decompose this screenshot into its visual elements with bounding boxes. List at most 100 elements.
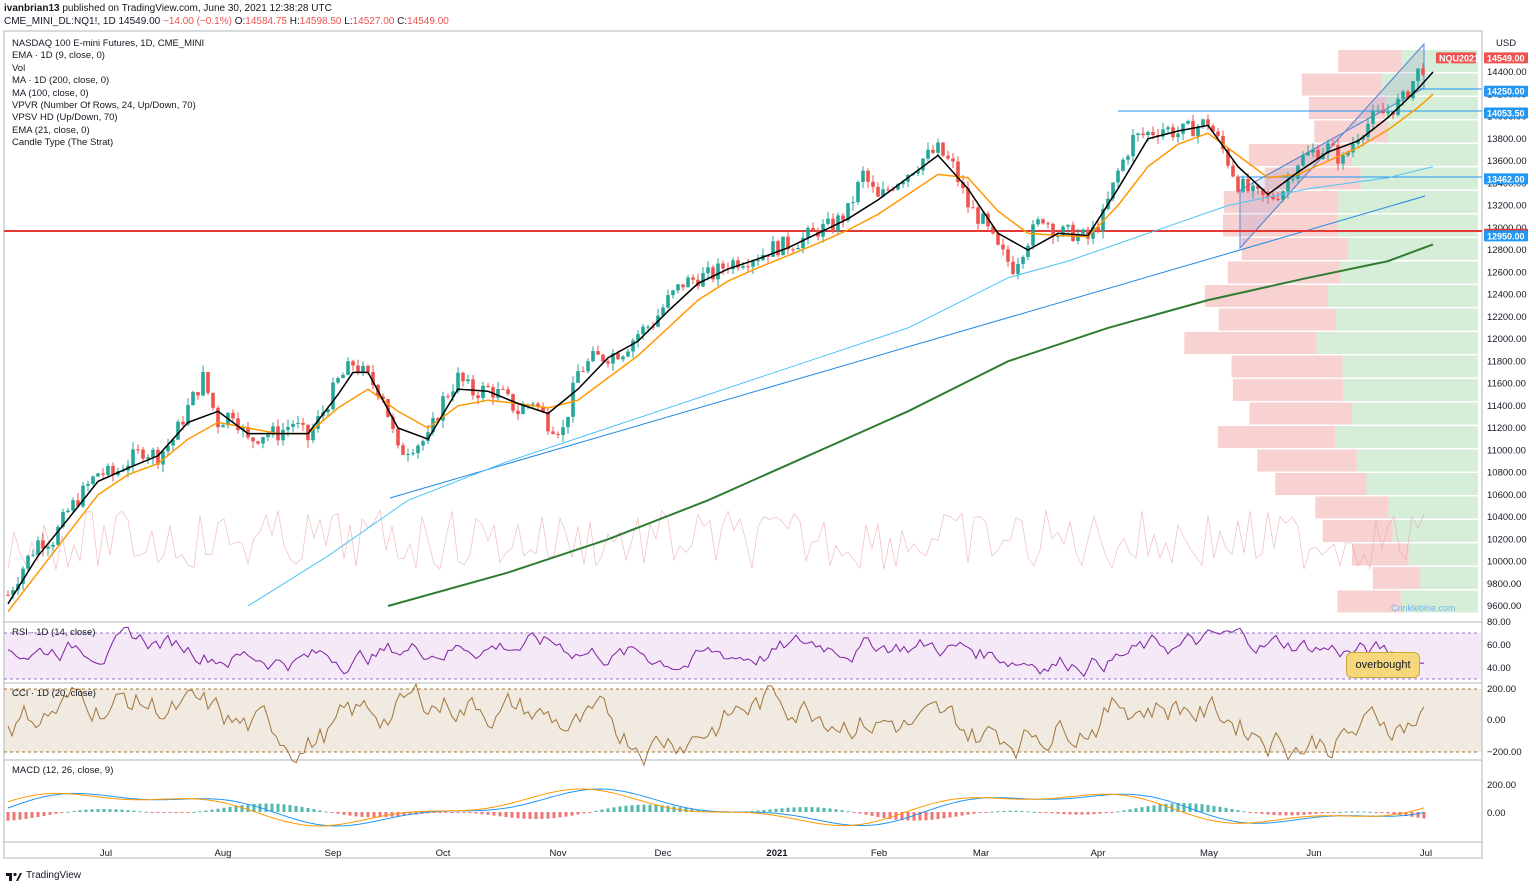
price-tick-label: 13800.00 xyxy=(1487,134,1527,145)
legend-item-ema21[interactable]: EMA (21, close, 0) xyxy=(12,124,90,136)
symbol-label[interactable]: CME_MINI_DL:NQ1!, 1D xyxy=(4,16,116,27)
volume-profile-up xyxy=(1340,261,1478,284)
candle-body xyxy=(111,465,115,475)
legend-item-symbol[interactable]: NASDAQ 100 E-mini Futures, 1D, CME_MINI xyxy=(12,38,205,49)
rsi-pane-title[interactable]: RSI · 1D (14, close) xyxy=(12,627,96,638)
candle-body xyxy=(681,284,685,288)
macd-hist-bar xyxy=(936,812,940,820)
candle-body xyxy=(301,422,305,425)
legend-item-vpsv[interactable]: VPSV HD (Up/Down, 70) xyxy=(12,112,118,124)
legend-item-ma200[interactable]: MA · 1D (200, close, 0) xyxy=(12,75,110,87)
candle-body xyxy=(561,427,565,435)
macd-hist-bar xyxy=(918,812,922,821)
candle-body xyxy=(216,407,220,428)
macd-hist-bar xyxy=(42,812,46,816)
volume-profile-down xyxy=(1308,97,1385,119)
macd-hist-bar xyxy=(522,812,526,819)
cci-band xyxy=(4,689,1482,752)
price-badge-label: 14250.00 xyxy=(1487,87,1525,97)
volume-profile-up xyxy=(1343,379,1478,401)
osc-tick-label: 200.00 xyxy=(1487,780,1516,791)
macd-hist-bar xyxy=(1068,812,1072,815)
macd-hist-bar xyxy=(462,812,466,813)
candle-body xyxy=(1181,123,1185,134)
macd-hist-bar xyxy=(186,812,190,813)
price-badge-label: 14549.00 xyxy=(1487,53,1525,63)
macd-hist-bar xyxy=(1188,803,1192,812)
legend-item-ma100[interactable]: MA (100, close, 0) xyxy=(12,87,89,99)
macd-hist-bar xyxy=(1014,810,1018,812)
candle-body xyxy=(976,207,980,224)
time-tick-label: Oct xyxy=(436,848,451,859)
macd-pane-title[interactable]: MACD (12, 26, close, 9) xyxy=(12,765,114,776)
candle-body xyxy=(471,379,475,396)
candle-body xyxy=(506,389,510,395)
candle-body xyxy=(1051,224,1055,237)
macd-hist-bar xyxy=(528,812,532,819)
candle-body xyxy=(1136,133,1140,136)
candle-body xyxy=(206,372,210,393)
candle-body xyxy=(396,428,400,446)
macd-hist-bar xyxy=(540,812,544,819)
macd-hist-bar xyxy=(906,812,910,821)
macd-hist-bar xyxy=(654,804,658,812)
cci-pane-title[interactable]: CCI · 1D (20, close) xyxy=(12,688,96,699)
price-axis[interactable]: 9600.00 9800.00 10000.00 10200.00 10400.00 10… xyxy=(1487,38,1527,612)
candle-body xyxy=(1271,196,1275,199)
candle-body xyxy=(926,149,930,159)
volume-series xyxy=(7,509,1425,570)
candle-body xyxy=(951,158,955,162)
candle-body xyxy=(1301,155,1305,166)
macd-hist-bar xyxy=(516,812,520,819)
candle-body xyxy=(61,512,65,527)
candle-body xyxy=(196,392,200,396)
macd-hist-bar xyxy=(126,810,130,812)
candle-body xyxy=(606,361,610,364)
legend-item-vol[interactable]: Vol xyxy=(12,62,26,74)
volume-profile-down xyxy=(1231,355,1343,378)
macd-hist-bar xyxy=(228,806,232,812)
regression-channel[interactable] xyxy=(1239,42,1425,250)
candle-body xyxy=(181,421,185,425)
candle-body xyxy=(1261,188,1265,195)
macd-hist-bar xyxy=(1332,812,1336,813)
macd-hist-bar xyxy=(624,805,628,812)
candle-body xyxy=(421,441,425,446)
candle-body xyxy=(856,181,860,203)
price-change: −14.00 (−0.1%) xyxy=(162,16,232,27)
candle-body xyxy=(1251,185,1255,192)
macd-hist-bar xyxy=(264,803,268,812)
overbought-callout[interactable]: overbought xyxy=(1346,652,1420,678)
legend-item-vpvr[interactable]: VPVR (Number Of Rows, 24, Up/Down, 70) xyxy=(12,100,196,112)
candle-body xyxy=(1211,125,1215,132)
macd-hist-bar xyxy=(1086,812,1090,815)
macd-hist-bar xyxy=(204,810,208,812)
candle-body xyxy=(671,290,675,296)
macd-hist-bar xyxy=(1386,812,1390,814)
price-badge-bg xyxy=(1484,230,1528,242)
legend-item-ema9[interactable]: EMA · 1D (9, close, 0) xyxy=(12,50,105,62)
candle-body xyxy=(256,441,260,444)
legend-item-candle-type[interactable]: Candle Type (The Strat) xyxy=(12,137,114,149)
candle-body xyxy=(71,500,75,511)
macd-hist-bar xyxy=(468,812,472,814)
trendline[interactable] xyxy=(389,195,1426,499)
cci-axis: 200.00 0.00 −200.00 xyxy=(1487,684,1522,758)
candle-body xyxy=(796,247,800,250)
time-tick-label: Sep xyxy=(325,848,342,859)
candle-body xyxy=(491,387,495,398)
rsi-line xyxy=(7,626,1425,678)
candle-body xyxy=(841,215,845,221)
volume-profile-down xyxy=(1322,520,1393,542)
macd-hist-bar xyxy=(702,810,706,812)
candle-body xyxy=(876,186,880,197)
macd-hist-bar xyxy=(600,809,604,812)
macd-hist-bar xyxy=(168,812,172,813)
macd-hist-bar xyxy=(138,811,142,813)
close-label: C: xyxy=(397,16,408,27)
macd-hist-bar xyxy=(1200,804,1204,812)
time-axis[interactable]: Jul Aug Sep Oct Nov Dec 2021 Feb Mar Apr May Jun Jul xyxy=(100,848,1432,859)
price-badge-bg xyxy=(1484,52,1528,64)
macd-hist-bar xyxy=(1170,803,1174,812)
